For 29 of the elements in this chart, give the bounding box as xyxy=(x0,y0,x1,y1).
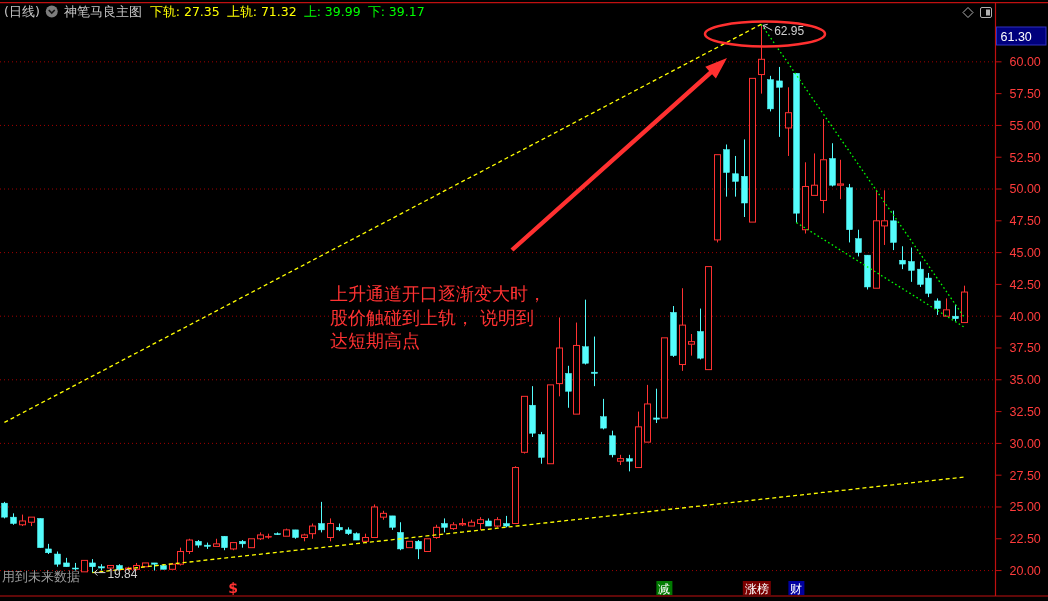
annotation: 上升通道开口逐渐变大时，股价触碰到上轨， 说明到达短期高点 xyxy=(330,283,546,351)
annotation: 上: 39.99 xyxy=(303,4,361,19)
chart-title: (日线) xyxy=(4,4,40,19)
y-tick-label: 37.50 xyxy=(1009,341,1041,356)
y-tick-label: 22.50 xyxy=(1009,532,1041,547)
y-tick-label: 45.00 xyxy=(1009,245,1041,260)
y-tick-label: 50.00 xyxy=(1009,182,1041,197)
y-tick-label: 42.50 xyxy=(1009,277,1041,292)
annotation: $ xyxy=(228,580,239,596)
y-tick-label: 40.00 xyxy=(1009,309,1041,324)
y-tick-label: 30.00 xyxy=(1009,436,1041,451)
y-tick-label: 52.50 xyxy=(1009,150,1041,165)
y-tick-label: 27.50 xyxy=(1009,468,1041,483)
y-tick-label: 25.00 xyxy=(1009,500,1041,515)
y-tick-label: 20.00 xyxy=(1009,563,1041,578)
y-tick-label: 47.50 xyxy=(1009,214,1041,229)
y-tick-label: 60.00 xyxy=(1009,55,1041,70)
annotation: 62.95 xyxy=(774,24,805,39)
text: 61.30 xyxy=(1000,29,1032,44)
y-tick-label: 55.00 xyxy=(1009,118,1041,133)
annotation: 用到未来数据 xyxy=(2,569,80,584)
annotation: 19.84 xyxy=(107,566,138,581)
y-tick-label: 32.50 xyxy=(1009,404,1041,419)
y-tick-label: 57.50 xyxy=(1009,87,1041,102)
chart-subtitle: 神笔马良主图 xyxy=(63,4,142,19)
annotation: 下: 39.17 xyxy=(367,4,425,19)
annotation: 上轨: 71.32 xyxy=(226,4,297,19)
y-tick-label: 35.00 xyxy=(1009,373,1041,388)
annotation: 下轨: 27.35 xyxy=(149,4,220,19)
